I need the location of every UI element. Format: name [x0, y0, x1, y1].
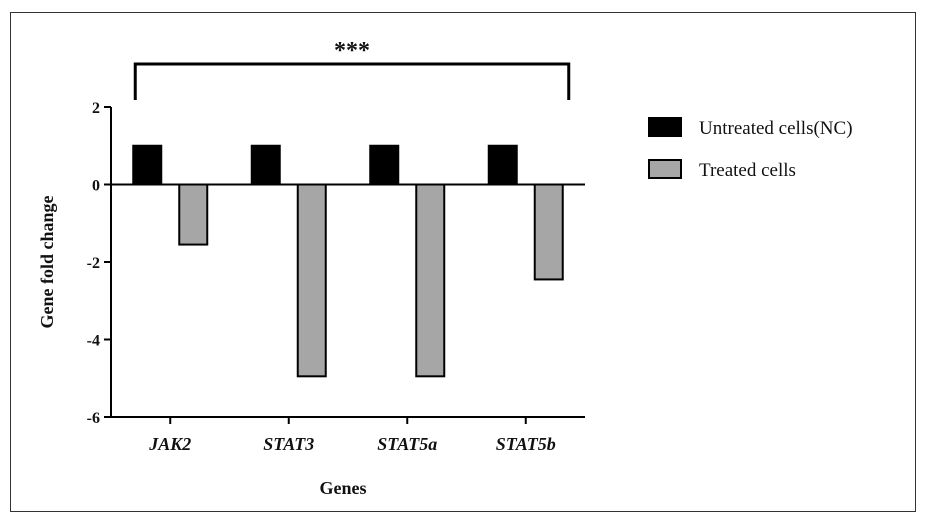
- x-tick-label: STAT3: [263, 434, 314, 454]
- x-tick-label: STAT5b: [496, 434, 556, 454]
- y-tick-label: -2: [87, 255, 100, 272]
- bar-stat5a-series-1: [370, 146, 398, 185]
- legend-swatch-1: [649, 118, 681, 136]
- y-tick-label: 0: [92, 178, 100, 195]
- bar-stat5a-series-2: [416, 185, 444, 377]
- legend-label-2: Treated cells: [699, 160, 796, 181]
- x-tick-label: STAT5a: [377, 434, 437, 454]
- bar-stat3-series-1: [252, 146, 280, 185]
- x-axis-title: Genes: [320, 478, 367, 498]
- legend-label-1: Untreated cells(NC): [699, 118, 853, 139]
- bar-jak2-series-1: [133, 146, 161, 185]
- significance-line: [135, 64, 569, 100]
- y-tick-label: -4: [87, 333, 100, 350]
- y-tick-label: 2: [92, 100, 100, 117]
- bar-stat3-series-2: [298, 185, 326, 377]
- y-axis: 2 0 -2 -4 -6: [87, 100, 111, 427]
- bar-jak2-series-2: [179, 185, 207, 245]
- legend: Untreated cells(NC) Treated cells: [649, 118, 853, 181]
- bars: [133, 146, 563, 377]
- y-tick-label: -6: [87, 410, 100, 427]
- y-axis-title: Gene fold change: [37, 195, 57, 328]
- significance-label: ***: [334, 38, 370, 64]
- significance-bracket: ***: [135, 38, 569, 100]
- x-tick-label: JAK2: [148, 434, 191, 454]
- bar-stat5b-series-2: [535, 185, 563, 280]
- legend-swatch-2: [649, 160, 681, 178]
- bar-stat5b-series-1: [489, 146, 517, 185]
